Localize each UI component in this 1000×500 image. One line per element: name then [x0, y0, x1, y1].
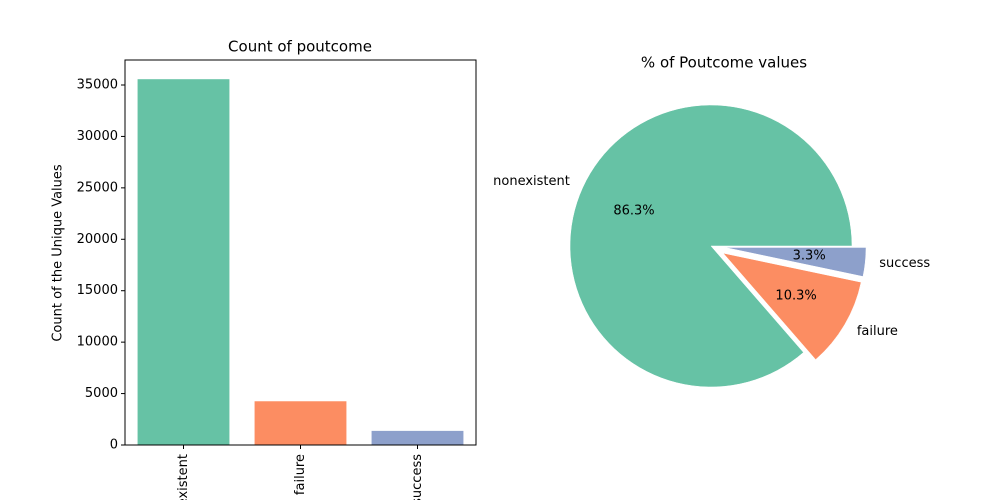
slice-value-label: 86.3% [613, 203, 654, 218]
bar [371, 430, 464, 445]
y-tick-label: 30000 [77, 129, 118, 144]
slice-value-label: 3.3% [793, 249, 826, 264]
y-tick-label: 15000 [77, 283, 118, 298]
y-tick-label: 20000 [77, 232, 118, 247]
y-tick-label: 35000 [77, 77, 118, 92]
bar [137, 79, 230, 446]
bar-title: Count of poutcome [228, 38, 372, 56]
x-tick-label: success [410, 454, 425, 500]
pie-slice [724, 247, 867, 277]
x-tick-label: failure [293, 454, 308, 495]
y-axis-label: Count of the Unique Values [51, 164, 66, 342]
slice-value-label: 10.3% [775, 289, 816, 304]
bar [254, 401, 347, 445]
pie-title: % of Poutcome values [641, 54, 807, 72]
slice-label: nonexistent [493, 174, 570, 189]
y-tick-label: 25000 [77, 180, 118, 195]
pie-slice [569, 104, 853, 388]
y-tick-label: 10000 [77, 335, 118, 350]
axes-frame [124, 59, 477, 446]
y-tick-label: 5000 [85, 386, 118, 401]
slice-label: success [879, 256, 930, 271]
y-tick-label: 0 [110, 438, 118, 453]
x-tick-label: nonexistent [176, 454, 191, 500]
pie-slice [722, 252, 862, 360]
slice-label: failure [857, 324, 898, 339]
